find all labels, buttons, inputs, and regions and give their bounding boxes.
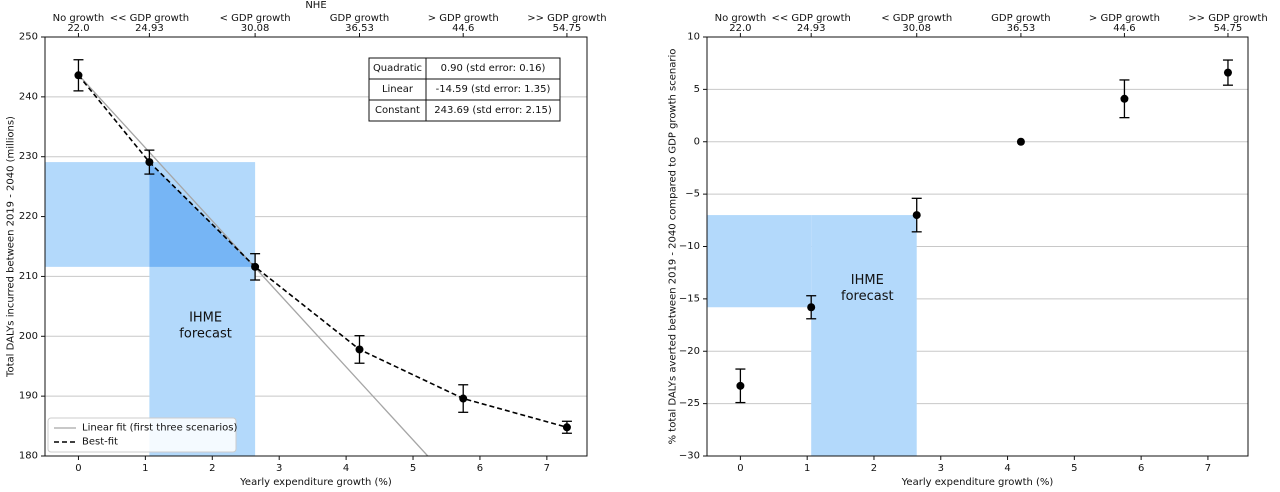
chart2-x-tick-label: 3 — [938, 463, 944, 474]
chart1-table-row-label: Quadratic — [373, 63, 422, 74]
chart1-table-row-value: 0.90 (std error: 0.16) — [441, 63, 546, 74]
chart2-axes-frame — [706, 36, 1249, 457]
chart1-y-tick-label: 250 — [19, 32, 38, 43]
chart2-y-axis-label: % total DALYs averted between 2019 - 204… — [668, 49, 679, 445]
chart1-coefficient-table: Quadratic 0.90 (std error: 0.16) Linear -14… — [368, 57, 561, 122]
chart1-legend-label: Best-fit — [82, 437, 118, 448]
chart1-top-tick-name: GDP growth — [330, 13, 389, 24]
chart1-legend: Linear fit (first three scenarios) Best-f… — [47, 417, 237, 453]
chart1-y-axis-label: Total DALYs incurred between 2019 - 2040… — [6, 116, 17, 378]
chart1-x-tick-label: 6 — [477, 463, 483, 474]
chart1-top-tick-name: << GDP growth — [110, 13, 189, 24]
chart2-x-tick-label: 0 — [737, 463, 743, 474]
chart1-table-row-value: 243.69 (std error: 2.15) — [434, 105, 552, 116]
chart1-table-cell — [425, 99, 561, 122]
chart2-top-tick-value: 36.53 — [1007, 23, 1036, 34]
chart2-x-tick-label: 7 — [1205, 463, 1211, 474]
chart2-y-tick-label: 10 — [687, 32, 700, 43]
chart1-table-row-label: Constant — [375, 105, 420, 116]
chart2-y-tick-label: −5 — [685, 189, 700, 200]
chart1-top-tick-name: No growth — [53, 13, 105, 24]
chart1-y-tick-label: 190 — [19, 391, 38, 402]
chart1-x-axis-label: Yearly expenditure growth (%) — [239, 477, 392, 488]
chart2-shade-vertical — [811, 215, 917, 456]
chart2-top-tick-name: >> GDP growth — [1188, 13, 1267, 24]
chart2-y-tick-label: −10 — [679, 241, 700, 252]
chart2-y-tick-label: 0 — [694, 136, 700, 147]
chart1-y-tick-label: 220 — [19, 211, 38, 222]
chart1-x-tick-label: 5 — [410, 463, 416, 474]
chart1-top-tick-value: 44.6 — [452, 23, 474, 34]
chart1-annotation-text: forecast — [179, 326, 232, 341]
chart2-top-tick-name: << GDP growth — [771, 13, 850, 24]
chart2-data-point — [1016, 137, 1025, 146]
chart1-x-tick-label: 7 — [544, 463, 550, 474]
chart1-table-row-label: Linear — [382, 84, 414, 95]
chart1-x-tick-label: 1 — [142, 463, 148, 474]
chart1-x-tick-label: 2 — [209, 463, 215, 474]
chart2-annotation-text: forecast — [841, 289, 894, 304]
chart2-y-tick-label: −20 — [679, 346, 700, 357]
chart1-top-axis-label: NHE — [305, 0, 326, 11]
chart1-x-tick-label: 3 — [276, 463, 282, 474]
chart2-data-point — [1120, 94, 1129, 103]
chart1-x-tick-label: 0 — [75, 463, 81, 474]
chart1-top-tick-name: < GDP growth — [220, 13, 291, 24]
chart2-x-tick-label: 5 — [1071, 463, 1077, 474]
chart2-annotation-text: IHME — [851, 273, 884, 288]
chart1-legend-label: Linear fit (first three scenarios) — [82, 423, 237, 434]
chart1-y-tick-label: 180 — [19, 451, 38, 462]
chart2-top-tick-name: GDP growth — [991, 13, 1050, 24]
chart1-data-point — [145, 158, 154, 167]
chart2-top-tick-name: < GDP growth — [881, 13, 952, 24]
chart2-data-point — [912, 211, 921, 220]
chart1-annotation-text: IHME — [189, 310, 222, 325]
chart1-data-point — [562, 423, 571, 432]
chart1-x-tick-label: 4 — [343, 463, 349, 474]
chart1-y-tick-label: 200 — [19, 331, 38, 342]
chart1-top-tick-value: 30.08 — [241, 23, 270, 34]
chart1-data-point — [251, 262, 260, 271]
chart2-top-tick-name: > GDP growth — [1089, 13, 1160, 24]
chart2-y-tick-label: −30 — [679, 451, 700, 462]
chart1-y-tick-label: 230 — [19, 151, 38, 162]
chart1-table-row-value: -14.59 (std error: 1.35) — [436, 84, 551, 95]
chart1-y-tick-label: 240 — [19, 91, 38, 102]
chart2-y-tick-label: −15 — [679, 293, 700, 304]
chart2-y-tick-label: 5 — [694, 84, 700, 95]
chart1-top-tick-value: 54.75 — [553, 23, 582, 34]
chart1-data-point — [459, 394, 468, 403]
chart2-x-tick-label: 4 — [1004, 463, 1010, 474]
chart2-x-tick-label: 2 — [871, 463, 877, 474]
chart2-top-tick-value: 44.6 — [1113, 23, 1135, 34]
chart2-top-tick-name: No growth — [715, 13, 767, 24]
chart1-data-point — [355, 345, 364, 354]
chart1-top-tick-value: 36.53 — [345, 23, 374, 34]
chart2-x-axis-label: Yearly expenditure growth (%) — [901, 477, 1054, 488]
chart2-top-tick-value: 24.93 — [797, 23, 826, 34]
chart1-y-tick-label: 210 — [19, 271, 38, 282]
chart2-x-tick-label: 6 — [1138, 463, 1144, 474]
chart2-x-tick-label: 1 — [804, 463, 810, 474]
chart2-top-tick-value: 54.75 — [1214, 23, 1243, 34]
chart1-legend-box — [47, 417, 237, 453]
chart1-data-point — [74, 71, 83, 80]
chart2-shade-horizontal — [707, 215, 812, 308]
chart2-data-point — [807, 303, 816, 312]
chart1-axes-frame — [44, 36, 588, 457]
chart2-data-point — [736, 381, 745, 390]
chart1-top-tick-value: 22.0 — [67, 23, 89, 34]
chart2-top-tick-value: 22.0 — [729, 23, 751, 34]
chart2-data-point — [1223, 68, 1232, 77]
chart1-top-tick-name: >> GDP growth — [527, 13, 606, 24]
chart1-top-tick-name: > GDP growth — [428, 13, 499, 24]
chart1-top-tick-value: 24.93 — [135, 23, 164, 34]
chart2-y-tick-label: −25 — [679, 398, 700, 409]
chart2-top-tick-value: 30.08 — [902, 23, 931, 34]
chart1-shade-horizontal — [45, 162, 150, 267]
